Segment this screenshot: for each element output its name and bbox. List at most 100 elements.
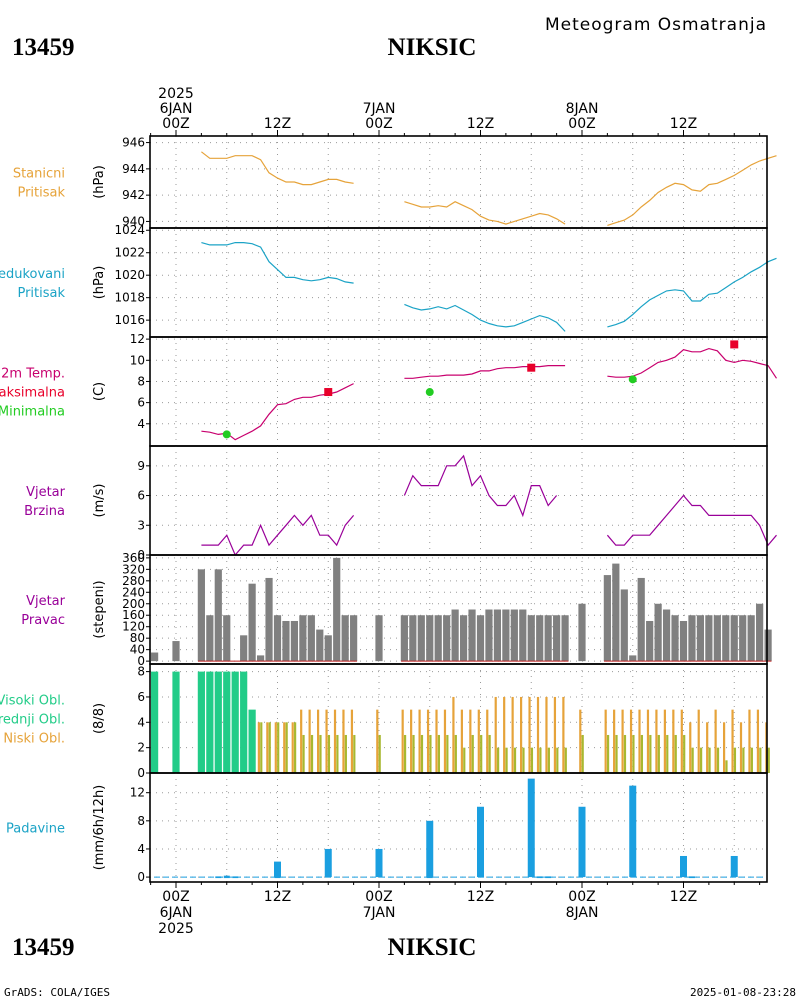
low-cloud-bar [519, 696, 523, 773]
low-cloud-bar [494, 696, 497, 773]
y-tick-label: 6 [137, 489, 145, 503]
y-tick-label: 280 [122, 574, 145, 588]
mid-cloud-bar [454, 734, 457, 773]
low-cloud-bar [562, 696, 565, 773]
direction-bar [409, 615, 417, 662]
reduced-line [404, 303, 566, 332]
y-tick-label: 320 [122, 562, 145, 576]
bottom-time-label: 12Z [264, 889, 291, 905]
y-tick-label: 0 [137, 766, 145, 780]
precip-bar [629, 785, 637, 878]
precip-trace-bar [536, 876, 543, 879]
y-tick-label: 4 [137, 842, 145, 856]
timestamp-text: 2025-01-08-23:28 [690, 986, 796, 999]
mid-cloud-bar [260, 722, 263, 773]
high-cloud-bar [214, 671, 222, 773]
y-tick-label: 4 [137, 417, 145, 431]
direction-bar [434, 615, 442, 662]
low-cloud-bar [706, 722, 709, 773]
precip-bar [680, 855, 687, 878]
direction-bar [764, 629, 772, 662]
low-cloud-bar [435, 709, 438, 773]
mid-cloud-bar [463, 747, 466, 773]
direction-bar [637, 577, 645, 662]
low-cloud-bar [646, 709, 650, 773]
y-tick-label: 6 [137, 396, 145, 410]
direction-bar [341, 615, 349, 662]
high-cloud-bar [223, 671, 231, 773]
mid-cloud-bar [412, 734, 415, 773]
direction-bar [476, 615, 485, 662]
direction-bar [493, 609, 502, 662]
low-cloud-bar [553, 696, 557, 773]
mid-cloud-bar [513, 747, 517, 773]
low-cloud-bar [333, 709, 337, 773]
precip-trace-bar [545, 876, 552, 879]
direction-bar [451, 609, 459, 662]
y-tick-label: 8 [137, 814, 145, 828]
low-cloud-bar [283, 722, 286, 773]
y-tick-label: 9 [137, 459, 145, 473]
panel-frame [149, 772, 768, 883]
top-time-label: 12Z [467, 116, 494, 132]
y-tick-label: 360 [122, 551, 145, 565]
y-tick-label: 3 [137, 518, 145, 532]
low-cloud-bar [486, 709, 489, 773]
low-cloud-bar [604, 709, 607, 773]
mid-cloud-bar [285, 722, 288, 773]
low-cloud-bar [663, 709, 666, 773]
panel-label: Brzina [24, 504, 65, 519]
direction-bar [646, 620, 654, 662]
low-cloud-bar [613, 709, 616, 773]
high-cloud-bar [197, 671, 205, 773]
panel-temperature: 4 6 8 10 12 2m Temp. Maksimalna Minimalna (C) [0, 332, 778, 447]
direction-bar [333, 557, 341, 662]
mid-cloud-bar [750, 747, 753, 773]
precip-bar [730, 855, 738, 878]
low-cloud-bar [443, 709, 447, 773]
panel-label: Srednji Obl. [0, 713, 65, 728]
mid-cloud-bar [615, 734, 618, 773]
y-tick-label: 120 [122, 620, 145, 634]
low-cloud-bar [756, 709, 760, 773]
mid-cloud-bar [488, 734, 491, 773]
mid-cloud-bar [378, 734, 381, 773]
direction-bar [688, 615, 696, 662]
low-cloud-bar [257, 722, 260, 773]
y-tick-label: 12 [130, 332, 145, 346]
y-tick-label: 8 [137, 665, 145, 679]
bottom-time-label: 12Z [670, 889, 697, 905]
panel-label: Padavine [6, 822, 65, 837]
panel-clouds: 0 2 4 6 8 Visoki Obl. Srednji Obl. Niski Obl. (8… [0, 663, 770, 780]
bottom-time-label: 7JAN [363, 905, 396, 921]
low-cloud-bar [503, 696, 506, 773]
wind-line [606, 494, 777, 547]
low-cloud-bar [672, 709, 675, 773]
direction-bar [282, 620, 290, 662]
panel-frame [149, 336, 768, 447]
precip-trace-bar [223, 875, 230, 879]
direction-bar [240, 635, 248, 662]
direction-bar [256, 655, 265, 662]
y-tick-label: 0 [137, 548, 145, 562]
panel-label: Redukovani [0, 267, 65, 282]
top-time-label: 6JAN [160, 101, 193, 117]
panel-label: Maksimalna [0, 386, 65, 401]
mid-cloud-bar [277, 722, 280, 773]
low-cloud-bar [536, 696, 540, 773]
precip-bar [426, 820, 434, 878]
station-name-bottom: NIKSIC [388, 934, 477, 961]
unit-label: (m/s) [92, 484, 107, 518]
y-tick-label: 12 [130, 786, 145, 800]
pressure-line [607, 155, 777, 226]
bottom-time-label: 8JAN [566, 905, 599, 921]
direction-bar [662, 609, 671, 662]
low-cloud-bar [342, 709, 345, 773]
tmin-marker [222, 430, 231, 439]
panel-label: 2m Temp. [1, 367, 65, 382]
panel-precip: 0 4 8 12 Padavine (mm/6h/12h) [6, 772, 768, 884]
top-time-label: 8JAN [566, 101, 599, 117]
high-cloud-bar [231, 671, 239, 773]
low-cloud-bar [545, 696, 548, 773]
